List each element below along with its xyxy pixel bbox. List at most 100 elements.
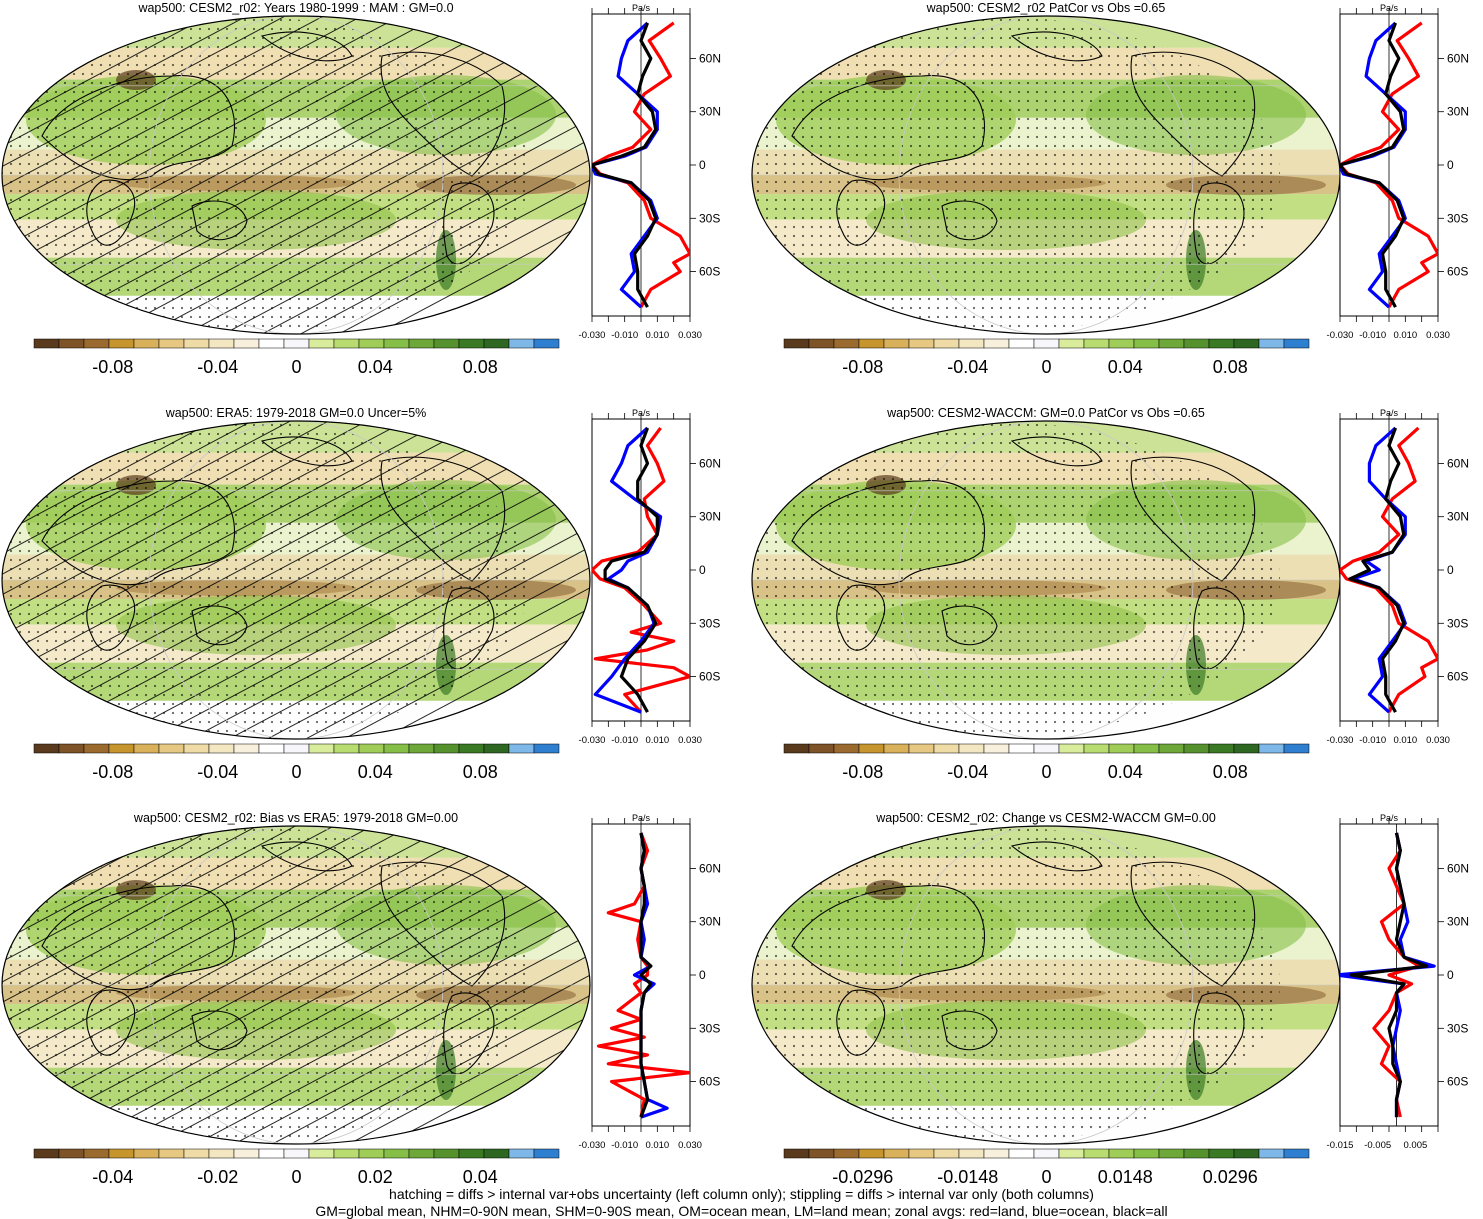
- colorbar-bin: [33, 743, 60, 754]
- colorbar-bin: [533, 743, 560, 754]
- zonal-x-tick-label: -0.005: [1364, 1140, 1391, 1151]
- colorbar-tick-label: -0.04: [92, 1167, 133, 1187]
- zonal-lat-label: 30S: [1447, 616, 1468, 630]
- zonal-x-tick-label: -0.030: [579, 330, 606, 341]
- colorbar-bin: [233, 1148, 260, 1159]
- colorbar-bin: [308, 338, 335, 349]
- colorbar-bin: [208, 1148, 235, 1159]
- colorbar-tick-label: 0.0296: [1203, 1167, 1258, 1187]
- zonal-lat-label: 30N: [699, 105, 721, 119]
- colorbar-bin: [1283, 743, 1310, 754]
- colorbar-bin: [783, 1148, 810, 1159]
- coastlines: [41, 31, 506, 265]
- colorbar-tick-label: -0.02: [197, 1167, 238, 1187]
- zonal-series-line: [592, 21, 659, 309]
- colorbar-bin: [158, 338, 185, 349]
- zonal-series-line: [1340, 22, 1406, 308]
- colorbar-bin: [483, 1148, 510, 1159]
- colorbar-bin: [458, 1148, 485, 1159]
- zonal-series-line: [593, 426, 663, 714]
- colorbar-tick-label: -0.08: [842, 762, 883, 782]
- zonal-x-tick-label: -0.030: [579, 1140, 606, 1151]
- colorbar-bin: [58, 338, 85, 349]
- colorbar-bin: [883, 1148, 910, 1159]
- colorbar-bin: [283, 743, 310, 754]
- zonal-lat-label: 0: [1447, 563, 1454, 577]
- zonal-series-line: [603, 427, 659, 713]
- colorbar-bin: [33, 338, 60, 349]
- zonal-lat-label: 60S: [699, 265, 720, 279]
- colorbar-bin: [508, 338, 535, 349]
- zonal-lat-label: 30N: [1447, 915, 1469, 929]
- colorbar-bin: [283, 1148, 310, 1159]
- map-outline: [1, 420, 591, 740]
- colorbar-bin: [1158, 1148, 1185, 1159]
- colorbar-bin: [1058, 1148, 1085, 1159]
- colorbar-tick-label: 0: [1041, 762, 1051, 782]
- panel-2: wap500: CESM2_r02 PatCor vs Obs =0.65 -0.…: [751, 1, 1469, 377]
- colorbar-bin: [1008, 743, 1035, 754]
- colorbar-bin: [858, 743, 885, 754]
- colorbar-bin: [1133, 1148, 1160, 1159]
- zonal-lat-label: 0: [699, 563, 706, 577]
- colorbar-bin: [1258, 1148, 1285, 1159]
- colorbar-bin: [83, 743, 110, 754]
- colorbar-bin: [883, 338, 910, 349]
- colorbar: -0.04 -0.02 0 0.02 0.04: [33, 1148, 560, 1187]
- colorbar-bin: [1083, 743, 1110, 754]
- colorbar-bin: [133, 338, 160, 349]
- zonal-x-tick-label: 0.010: [1393, 735, 1417, 746]
- colorbar-bin: [508, 1148, 535, 1159]
- colorbar-tick-label: 0: [291, 1167, 301, 1187]
- colorbar-tick-label: 0.04: [463, 1167, 498, 1187]
- zonal-series-line: [1351, 426, 1407, 714]
- colorbar-bin: [283, 338, 310, 349]
- colorbar-bin: [383, 338, 410, 349]
- colorbar-bin: [308, 1148, 335, 1159]
- zonal-x-tick-label: 0.010: [645, 735, 669, 746]
- colorbar-bin: [908, 338, 935, 349]
- colorbar-bin: [1108, 1148, 1135, 1159]
- colorbar-bin: [1033, 1148, 1060, 1159]
- colorbar-bin: [833, 743, 860, 754]
- colorbar-bin: [108, 338, 135, 349]
- colorbar-bin: [433, 338, 460, 349]
- colorbar-tick-label: -0.04: [197, 762, 238, 782]
- map-outline: [1, 15, 591, 335]
- colorbar-bin: [833, 338, 860, 349]
- map-field: [752, 16, 1340, 334]
- colorbar-bin: [1058, 338, 1085, 349]
- colorbar-bin: [833, 1148, 860, 1159]
- zonal-series-line: [1340, 426, 1438, 713]
- colorbar-tick-label: 0.08: [463, 762, 498, 782]
- panel-5: wap500: CESM2_r02: Bias vs ERA5: 1979-20…: [1, 811, 721, 1187]
- colorbar-bin: [1133, 338, 1160, 349]
- colorbar-bin: [858, 338, 885, 349]
- colorbar-bin: [1183, 1148, 1210, 1159]
- colorbar-tick-label: 0.08: [1213, 357, 1248, 377]
- zonal-lat-label: 60N: [1447, 861, 1469, 875]
- zonal-series-line: [1340, 21, 1407, 309]
- colorbar-tick-label: -0.08: [92, 357, 133, 377]
- colorbar-bin: [408, 1148, 435, 1159]
- colorbar-bin: [1008, 338, 1035, 349]
- zonal-x-tick-label: 0.010: [1393, 330, 1417, 341]
- zonal-lat-label: 30S: [1447, 211, 1468, 225]
- colorbar-bin: [1108, 743, 1135, 754]
- colorbar-bin: [1033, 338, 1060, 349]
- colorbar-bin: [58, 743, 85, 754]
- colorbar-tick-label: 0.04: [1108, 357, 1143, 377]
- colorbar-bin: [1133, 743, 1160, 754]
- zonal-lat-label: 30S: [699, 1021, 720, 1035]
- zonal-x-tick-label: 0.005: [1403, 1140, 1427, 1151]
- colorbar-bin: [1208, 1148, 1235, 1159]
- colorbar: -0.08 -0.04 0 0.04 0.08: [783, 743, 1310, 782]
- zonal-series-line: [1349, 832, 1429, 1118]
- colorbar-bin: [383, 743, 410, 754]
- colorbar-bin: [183, 743, 210, 754]
- zonal-x-tick-label: 0.010: [645, 330, 669, 341]
- zonal-lat-label: 0: [1447, 158, 1454, 172]
- map-field: [752, 421, 1340, 739]
